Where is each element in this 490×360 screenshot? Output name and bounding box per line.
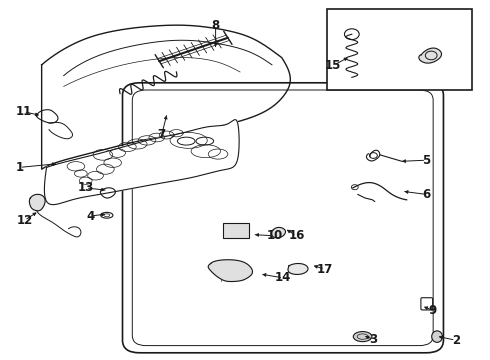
Text: 12: 12	[16, 214, 33, 227]
Ellipse shape	[353, 332, 372, 342]
Text: 5: 5	[422, 154, 430, 167]
Text: 3: 3	[369, 333, 377, 346]
Bar	[327, 9, 472, 90]
Text: 6: 6	[422, 188, 430, 201]
Text: 13: 13	[77, 181, 94, 194]
Text: 2: 2	[452, 334, 460, 347]
Polygon shape	[288, 264, 308, 274]
Polygon shape	[29, 194, 45, 211]
Text: 8: 8	[212, 19, 220, 32]
Polygon shape	[271, 228, 286, 238]
Text: 4: 4	[87, 210, 95, 222]
Text: 10: 10	[266, 229, 283, 242]
Text: 17: 17	[317, 263, 333, 276]
Polygon shape	[42, 25, 290, 169]
Polygon shape	[208, 260, 252, 282]
Ellipse shape	[432, 331, 442, 342]
Text: 11: 11	[15, 105, 32, 118]
Polygon shape	[45, 120, 239, 204]
Text: 7: 7	[158, 129, 166, 141]
Text: 14: 14	[275, 271, 292, 284]
Text: 1: 1	[16, 161, 24, 174]
Polygon shape	[419, 48, 441, 63]
Text: 16: 16	[288, 229, 305, 242]
Text: 15: 15	[325, 59, 342, 72]
FancyBboxPatch shape	[223, 223, 249, 238]
Text: 9: 9	[429, 304, 437, 317]
